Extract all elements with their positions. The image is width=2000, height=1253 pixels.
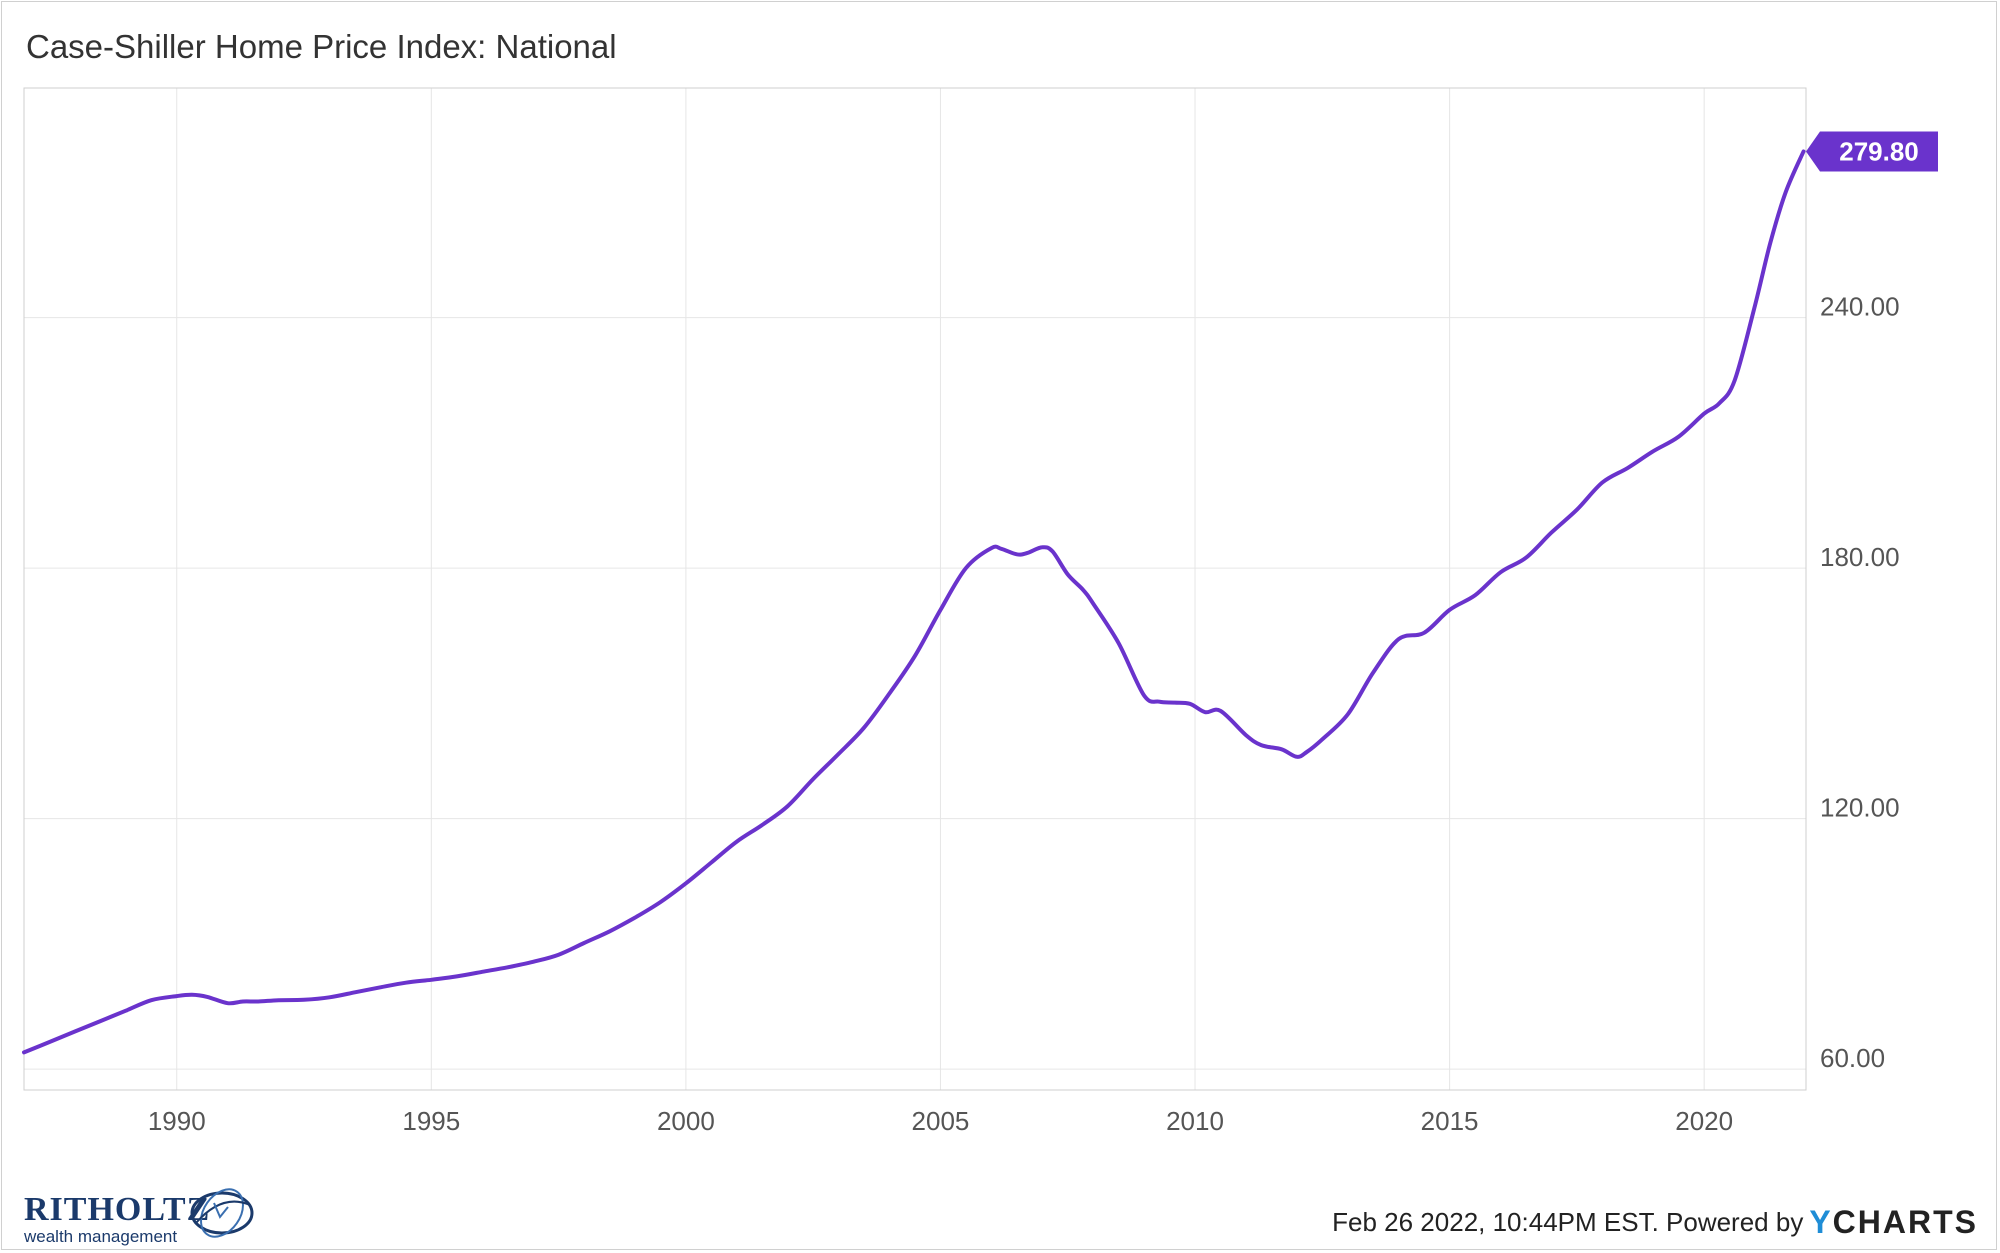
globe-emblem-icon xyxy=(190,1188,254,1238)
last-value-badge xyxy=(1806,131,1938,172)
footer-timestamp: Feb 26 2022, 10:44PM EST. Powered by xyxy=(1332,1207,1804,1237)
x-tick-label: 2020 xyxy=(1675,1106,1733,1136)
ycharts-logo[interactable]: YCHARTS xyxy=(1809,1204,1978,1241)
ycharts-logo-text: CHARTS xyxy=(1832,1204,1978,1240)
series-line xyxy=(22,149,1806,1055)
y-tick-label: 60.00 xyxy=(1820,1043,1885,1073)
x-tick-label: 1995 xyxy=(402,1106,460,1136)
x-tick-label: 1990 xyxy=(148,1106,206,1136)
brand-name: RITHOLTZ xyxy=(24,1191,211,1228)
brand-subtitle: wealth management xyxy=(24,1227,178,1246)
x-tick-label: 2000 xyxy=(657,1106,715,1136)
y-tick-label: 240.00 xyxy=(1820,292,1900,322)
y-tick-label: 180.00 xyxy=(1820,542,1900,572)
tick-labels: 1990 1995 2000 2005 2010 2015 2020 60.00 120.00 1… xyxy=(148,292,1900,1136)
last-value-label: 279.80 xyxy=(1839,136,1919,166)
ycharts-logo-y: Y xyxy=(1809,1204,1833,1240)
y-tick-label: 120.00 xyxy=(1820,793,1900,823)
x-tick-label: 2005 xyxy=(912,1106,970,1136)
plot-border xyxy=(23,87,1807,1091)
chart-title: Case-Shiller Home Price Index: National xyxy=(26,28,617,65)
grid-lines xyxy=(24,88,1806,1090)
x-tick-label: 2015 xyxy=(1421,1106,1479,1136)
x-tick-label: 2010 xyxy=(1166,1106,1224,1136)
ritholtz-logo: RITHOLTZ wealth management xyxy=(24,1183,264,1246)
last-value-tag: 279.80 xyxy=(1806,131,1938,172)
series-layer xyxy=(22,149,1806,1055)
footer: Feb 26 2022, 10:44PM EST. Powered by YCH… xyxy=(1332,1204,1978,1241)
